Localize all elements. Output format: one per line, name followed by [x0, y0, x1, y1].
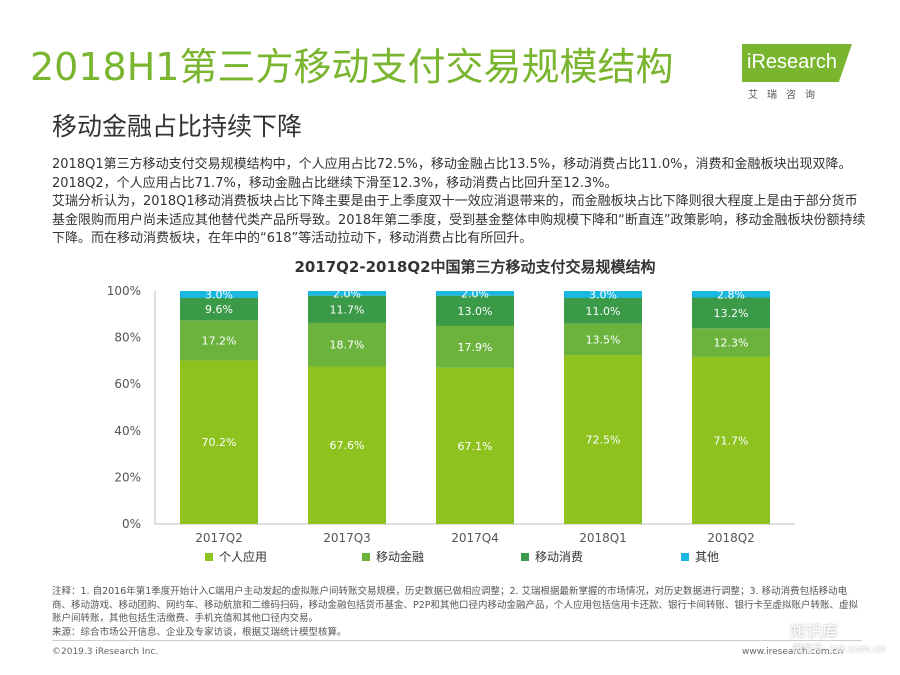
bar-data-label: 70.2% — [202, 436, 237, 449]
page-title: 2018H1第三方移动支付交易规模结构 — [30, 45, 674, 89]
legend-item-personal: 个人应用 — [205, 548, 267, 565]
bar-data-label: 17.9% — [458, 341, 493, 354]
bar-segment — [436, 367, 514, 524]
bar-data-label: 2.8% — [717, 288, 745, 301]
bar-segment — [564, 323, 642, 356]
legend-label-consumption: 移动消费 — [535, 550, 584, 564]
footer-website-link[interactable]: www.iresearch.com.cn — [742, 647, 844, 657]
legend-label-other: 其他 — [695, 550, 720, 564]
bar-segment — [180, 297, 258, 321]
y-tick-label: 40% — [114, 424, 141, 438]
bar-data-label: 13.2% — [714, 307, 749, 320]
y-tick-label: 0% — [122, 517, 141, 531]
bar-data-label: 72.5% — [586, 434, 621, 447]
page-subtitle: 移动金融占比持续下降 — [52, 112, 303, 141]
footnote-notes: 注释：1. 自2016年第1季度开始计入C端用户主动发起的虚拟账户间转账交易规模… — [52, 586, 859, 624]
bar-segment — [180, 360, 258, 524]
bar-segment — [564, 355, 642, 524]
bar-data-label: 11.7% — [330, 303, 365, 316]
legend-item-consumption: 移动消费 — [521, 548, 583, 565]
page-number: 4 — [874, 652, 881, 665]
bar-segment — [180, 291, 258, 298]
bar-segment — [692, 356, 770, 524]
bar-data-label: 9.6% — [205, 303, 233, 316]
x-tick-label: 2018Q2 — [707, 531, 755, 545]
logo-background — [742, 44, 852, 82]
bar-data-label: 71.7% — [714, 434, 749, 447]
x-tick-label: 2017Q2 — [195, 531, 243, 545]
x-tick-label: 2017Q4 — [451, 531, 499, 545]
bar-data-label: 13.0% — [458, 305, 493, 318]
footer-divider — [52, 640, 862, 641]
analysis-paragraph: 2018Q1第三方移动支付交易规模结构中，个人应用占比72.5%，移动金融占比1… — [52, 156, 867, 249]
legend-swatch-other — [681, 553, 689, 561]
bar-segment — [308, 366, 386, 524]
bar-data-label: 2.0% — [333, 287, 361, 300]
bar-segment — [564, 291, 642, 298]
chart-title: 2017Q2-2018Q2中国第三方移动支付交易规模结构 — [294, 258, 656, 276]
bar-data-label: 11.0% — [586, 305, 621, 318]
logo-sub-text: 艾瑞咨询 — [748, 90, 824, 101]
logo-brand-text: iResearch — [747, 51, 838, 73]
chart-legend: 个人应用 移动金融 移动消费 其他 — [0, 548, 900, 564]
watermark-sub-text: 微信号: zsk.com.cn — [793, 644, 886, 655]
bar-segment — [692, 291, 770, 298]
bar-segment — [180, 320, 258, 361]
bar-data-label: 67.6% — [330, 439, 365, 452]
legend-item-other: 其他 — [681, 548, 719, 565]
bar-segment — [692, 328, 770, 357]
legend-swatch-personal — [205, 553, 213, 561]
paragraph-line-1: 2018Q1第三方移动支付交易规模结构中，个人应用占比72.5%，移动金融占比1… — [52, 157, 852, 191]
bar-segment — [564, 297, 642, 324]
y-tick-label: 20% — [114, 470, 141, 484]
bar-segment — [436, 291, 514, 296]
legend-swatch-finance — [362, 553, 370, 561]
bar-data-label: 2.0% — [461, 287, 489, 300]
bar-segment — [308, 295, 386, 323]
bar-data-label: 3.0% — [589, 288, 617, 301]
legend-swatch-consumption — [521, 553, 529, 561]
y-tick-label: 80% — [114, 331, 141, 345]
x-tick-label: 2018Q1 — [579, 531, 627, 545]
bar-data-label: 3.0% — [205, 288, 233, 301]
bar-data-label: 67.1% — [458, 440, 493, 453]
bar-segment — [308, 291, 386, 296]
legend-item-finance: 移动金融 — [362, 548, 424, 565]
bar-data-label: 18.7% — [330, 339, 365, 352]
footnote-source: 来源：综合市场公开信息、企业及专家访谈，根据艾瑞统计模型核算。 — [52, 626, 347, 638]
y-tick-label: 60% — [114, 377, 141, 391]
bar-segment — [436, 295, 514, 326]
bar-segment — [308, 322, 386, 367]
bar-data-label: 17.2% — [202, 334, 237, 347]
paragraph-line-2: 艾瑞分析认为，2018Q1移动消费板块占比下降主要是由于上季度双十一效应消退带来… — [52, 194, 866, 246]
legend-label-finance: 移动金融 — [376, 550, 425, 564]
bar-data-label: 13.5% — [586, 333, 621, 346]
y-tick-label: 100% — [107, 284, 141, 298]
legend-label-personal: 个人应用 — [219, 550, 268, 564]
bar-segment — [436, 325, 514, 368]
bar-segment — [692, 297, 770, 329]
bar-data-label: 12.3% — [714, 337, 749, 350]
x-tick-label: 2017Q3 — [323, 531, 371, 545]
watermark-text: 知识库 — [790, 622, 839, 641]
footer-copyright: ©2019.3 iResearch Inc. — [52, 647, 159, 657]
iresearch-logo: iResearch 艾瑞咨询 — [742, 44, 852, 104]
footnotes: 注释：1. 自2016年第1季度开始计入C端用户主动发起的虚拟账户间转账交易规模… — [52, 585, 862, 639]
